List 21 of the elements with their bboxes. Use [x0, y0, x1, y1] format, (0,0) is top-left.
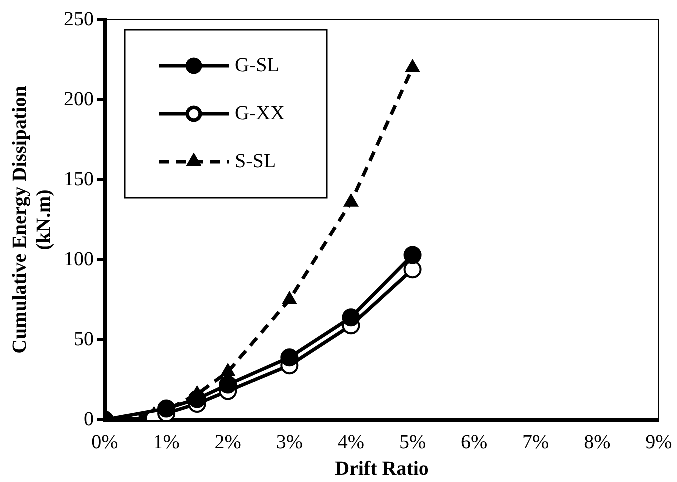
x-tick-label: 6%: [460, 431, 488, 454]
x-tick-label: 1%: [153, 431, 180, 454]
y-axis-title: Cumulative Energy Dissipation (kN.m): [9, 86, 56, 354]
y-tick-label: 50: [74, 328, 94, 350]
x-tick-label: 3%: [276, 431, 304, 454]
x-axis-title: Drift Ratio: [335, 458, 429, 480]
legend-label: G-SL: [235, 54, 280, 76]
x-tick-label: 2%: [214, 431, 242, 454]
x-tick-label: 5%: [399, 431, 426, 454]
y-tick-label: 200: [64, 88, 94, 110]
x-tick-label: 8%: [584, 431, 611, 454]
y-tick-label: 250: [64, 8, 94, 30]
x-tick-label: 0%: [92, 431, 118, 454]
y-tick-label: 100: [64, 248, 94, 270]
y-tick-label: 0: [84, 408, 94, 430]
legend-label: S-SL: [235, 150, 276, 172]
y-tick-label: 150: [64, 168, 94, 190]
x-tick-label: 4%: [338, 431, 365, 454]
x-tick-label: 7%: [522, 431, 550, 454]
legend-label: G-XX: [235, 102, 286, 124]
x-tick-label: 9%: [646, 431, 672, 454]
